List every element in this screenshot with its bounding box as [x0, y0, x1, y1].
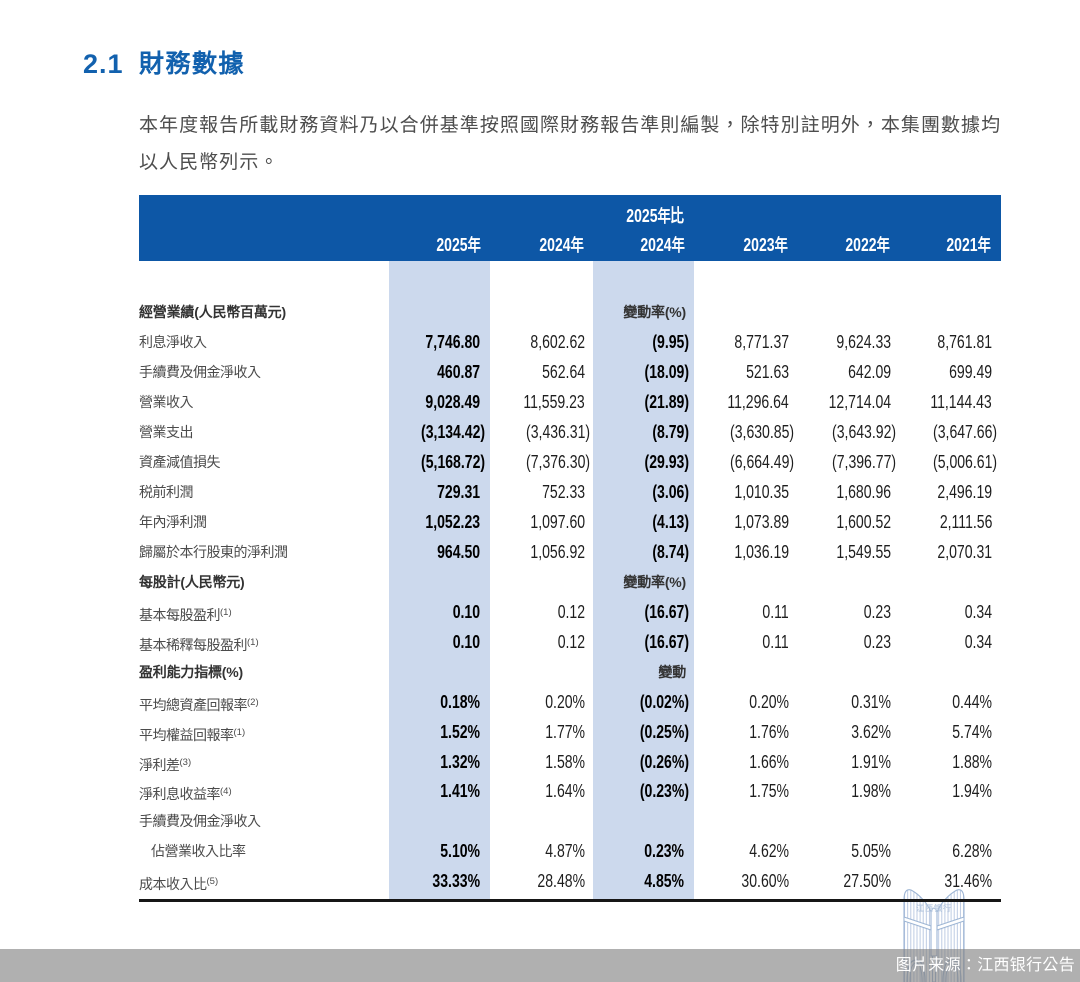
svg-text:江西银行: 江西银行	[916, 903, 952, 913]
